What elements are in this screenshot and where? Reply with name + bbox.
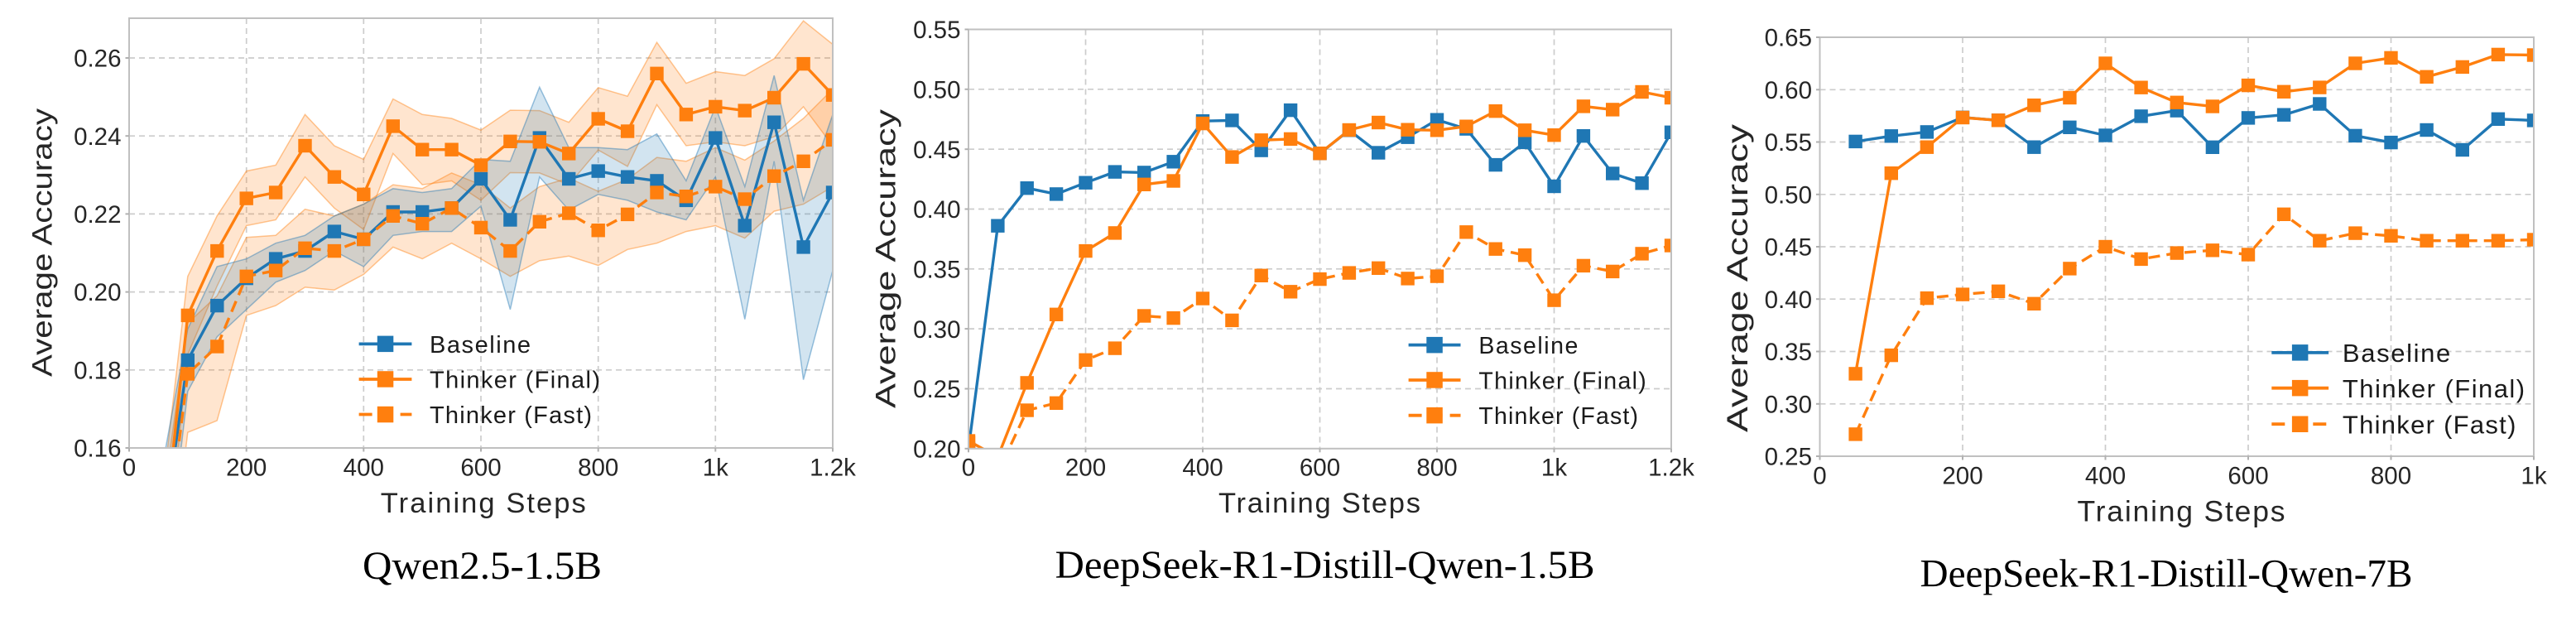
svg-text:0.45: 0.45 xyxy=(913,137,960,164)
svg-text:Qwen2.5-1.5B: Qwen2.5-1.5B xyxy=(363,544,602,588)
svg-text:0: 0 xyxy=(962,455,975,482)
svg-text:0.45: 0.45 xyxy=(1765,234,1812,262)
svg-text:Average Accuracy: Average Accuracy xyxy=(27,108,59,377)
svg-text:DeepSeek-R1-Distill-Qwen-7B: DeepSeek-R1-Distill-Qwen-7B xyxy=(1920,552,2413,596)
svg-text:0.55: 0.55 xyxy=(913,17,960,44)
svg-text:0.20: 0.20 xyxy=(74,279,121,306)
svg-text:800: 800 xyxy=(578,455,618,482)
svg-text:0.55: 0.55 xyxy=(1765,129,1812,156)
svg-text:Baseline: Baseline xyxy=(430,332,531,359)
svg-text:600: 600 xyxy=(1300,455,1340,482)
svg-text:600: 600 xyxy=(2228,463,2268,490)
svg-text:1k: 1k xyxy=(2521,463,2546,490)
svg-text:0.65: 0.65 xyxy=(1765,25,1812,52)
svg-text:Thinker (Final): Thinker (Final) xyxy=(2343,374,2525,403)
svg-text:0.22: 0.22 xyxy=(74,201,121,229)
svg-text:0.30: 0.30 xyxy=(1765,391,1812,418)
svg-text:0.24: 0.24 xyxy=(74,123,121,151)
svg-text:Thinker (Fast): Thinker (Fast) xyxy=(430,402,592,429)
svg-text:600: 600 xyxy=(460,455,501,482)
svg-text:1k: 1k xyxy=(703,455,728,482)
svg-text:0: 0 xyxy=(123,455,136,482)
svg-text:0.18: 0.18 xyxy=(74,357,121,384)
svg-text:0: 0 xyxy=(1813,463,1826,490)
svg-text:0.60: 0.60 xyxy=(1765,77,1812,104)
svg-text:Baseline: Baseline xyxy=(2343,339,2450,368)
svg-text:1.2k: 1.2k xyxy=(810,455,856,482)
svg-text:800: 800 xyxy=(1416,455,1457,482)
svg-text:800: 800 xyxy=(2371,463,2411,490)
svg-text:0.35: 0.35 xyxy=(1765,339,1812,366)
svg-text:0.50: 0.50 xyxy=(1765,181,1812,209)
svg-text:Thinker (Fast): Thinker (Fast) xyxy=(2343,410,2516,439)
svg-text:Training Steps: Training Steps xyxy=(2078,494,2285,527)
svg-text:Average Accuracy: Average Accuracy xyxy=(1722,123,1754,432)
svg-text:Average Accuracy: Average Accuracy xyxy=(871,108,902,408)
svg-text:DeepSeek-R1-Distill-Qwen-1.5B: DeepSeek-R1-Distill-Qwen-1.5B xyxy=(1055,543,1595,587)
svg-text:0.25: 0.25 xyxy=(913,376,960,403)
svg-text:Thinker (Fast): Thinker (Fast) xyxy=(1478,403,1638,430)
svg-text:0.40: 0.40 xyxy=(1765,286,1812,314)
svg-text:400: 400 xyxy=(1182,455,1223,482)
svg-text:200: 200 xyxy=(1942,463,1982,490)
svg-text:0.50: 0.50 xyxy=(913,76,960,104)
svg-text:0.25: 0.25 xyxy=(1765,444,1812,471)
svg-text:Training Steps: Training Steps xyxy=(1218,488,1420,519)
svg-text:0.26: 0.26 xyxy=(74,46,121,73)
svg-text:1.2k: 1.2k xyxy=(1648,455,1694,482)
svg-text:1k: 1k xyxy=(1541,455,1567,482)
svg-text:Training Steps: Training Steps xyxy=(381,488,586,519)
svg-text:0.40: 0.40 xyxy=(913,196,960,224)
svg-text:Thinker (Final): Thinker (Final) xyxy=(1478,368,1646,394)
svg-text:400: 400 xyxy=(344,455,384,482)
svg-text:400: 400 xyxy=(2085,463,2126,490)
svg-text:Baseline: Baseline xyxy=(1478,333,1578,359)
svg-text:0.20: 0.20 xyxy=(913,436,960,463)
svg-text:0.16: 0.16 xyxy=(74,436,121,463)
svg-text:Thinker (Final): Thinker (Final) xyxy=(430,367,600,393)
svg-text:200: 200 xyxy=(1065,455,1106,482)
svg-text:200: 200 xyxy=(226,455,267,482)
svg-text:0.30: 0.30 xyxy=(913,316,960,344)
svg-text:0.35: 0.35 xyxy=(913,256,960,283)
